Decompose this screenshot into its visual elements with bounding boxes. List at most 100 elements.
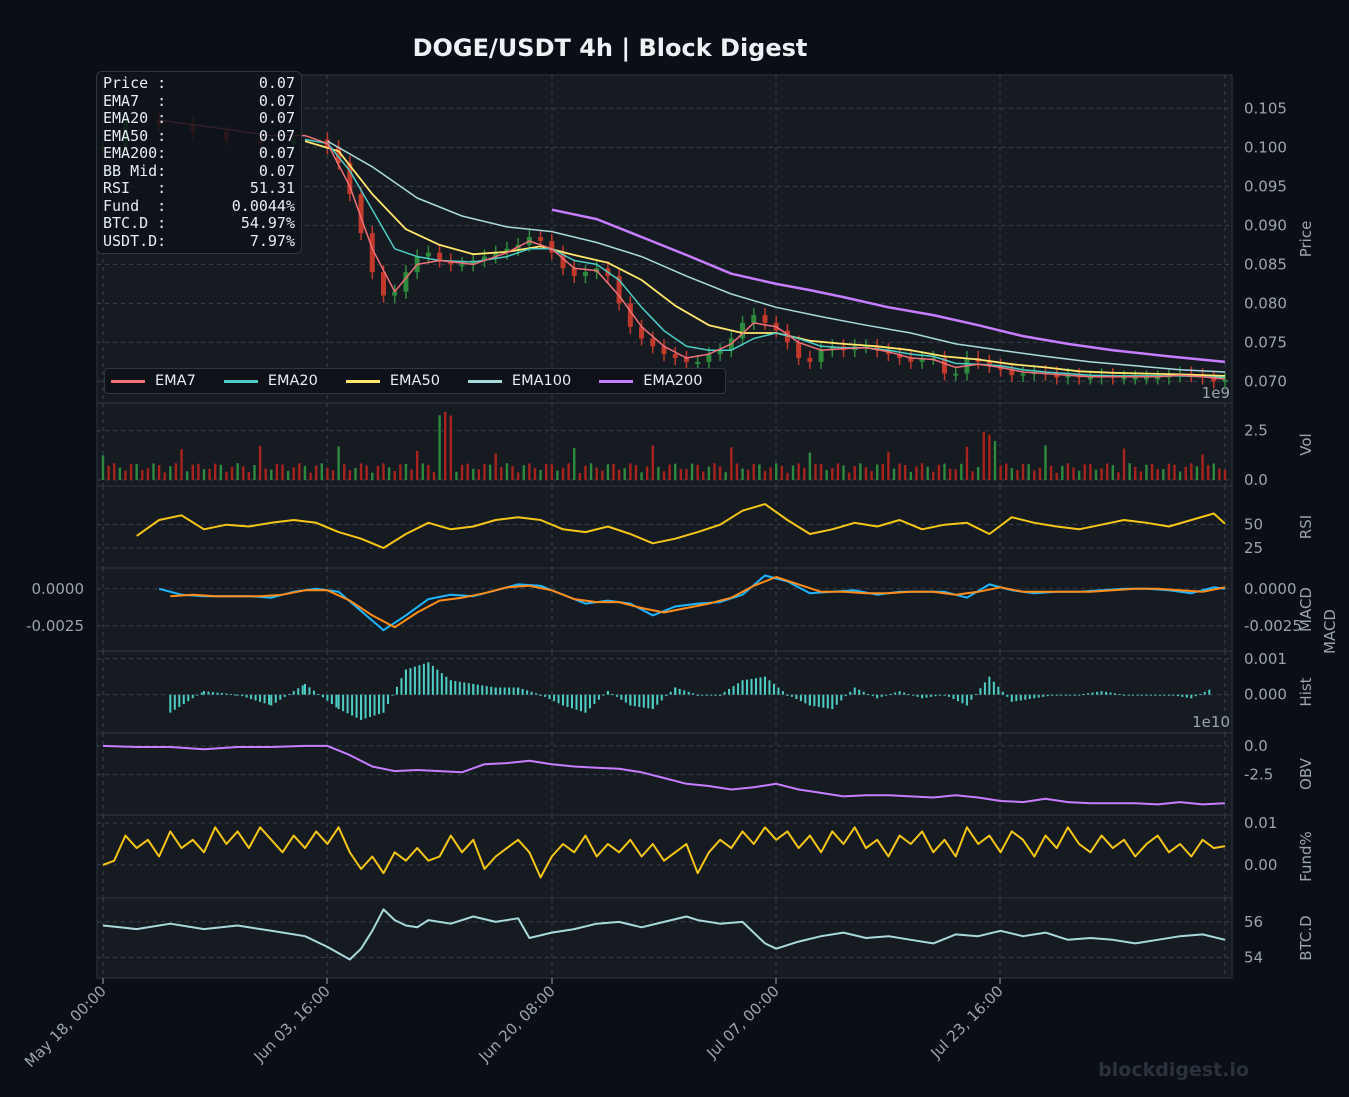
volume-bar xyxy=(141,469,144,480)
panel-macd xyxy=(96,567,1233,652)
series-ema20 xyxy=(304,138,1226,379)
volume-bar xyxy=(410,469,413,480)
volume-bar xyxy=(421,463,424,480)
hist-bar xyxy=(1100,691,1103,695)
volume-bar xyxy=(253,465,256,480)
hist-bar xyxy=(1190,694,1193,699)
hist-bar xyxy=(274,694,277,703)
volume-bar xyxy=(702,471,705,480)
volume-bar xyxy=(965,446,969,480)
hist-bar xyxy=(1015,694,1018,702)
hist-bar xyxy=(303,683,306,695)
volume-bar xyxy=(685,468,688,480)
volume-bar xyxy=(483,463,486,480)
volume-bar xyxy=(1167,463,1171,480)
hist-bar xyxy=(615,694,618,697)
panel-obv xyxy=(96,732,1233,816)
volume-bar xyxy=(915,466,918,480)
axis-label-rsi: RSI xyxy=(1297,515,1315,539)
volume-bar xyxy=(488,464,492,480)
volume-bar xyxy=(432,471,436,480)
volume-bar xyxy=(264,468,267,480)
volume-bar xyxy=(191,464,194,480)
volume-bar xyxy=(415,450,419,480)
hist-bar xyxy=(669,691,672,695)
candle-body xyxy=(796,342,802,358)
legend-item-ema200: EMA200 xyxy=(599,373,702,389)
candle-body xyxy=(549,240,555,253)
watermark-text: blockdigest.io xyxy=(1098,1059,1249,1081)
tick-label-rsi: 50 xyxy=(1244,516,1263,534)
hist-bar xyxy=(624,694,627,703)
volume-bar xyxy=(1111,465,1114,480)
axis-label-volume: Vol xyxy=(1297,433,1315,455)
volume-bar xyxy=(1049,465,1053,480)
candle-body xyxy=(336,147,342,163)
hist-bar xyxy=(907,693,910,695)
volume-bar xyxy=(864,467,868,480)
hist-bar xyxy=(250,694,253,699)
hist-bar xyxy=(1123,694,1126,696)
hist-bar xyxy=(413,666,416,695)
hist-bar xyxy=(808,694,811,706)
volume-bar xyxy=(960,463,963,480)
hist-bar xyxy=(400,678,403,695)
hist-bar xyxy=(759,677,762,695)
tick-label-funding: 0.01 xyxy=(1244,814,1277,832)
hist-bar xyxy=(593,694,596,705)
tick-label-hist: 0.000 xyxy=(1244,686,1287,704)
hist-bar xyxy=(813,694,816,707)
volume-bar xyxy=(1089,463,1092,480)
x-tick-label: Jun 03, 16:00 xyxy=(250,982,334,1066)
volume-bar xyxy=(427,464,430,480)
hist-bar xyxy=(741,680,744,695)
volume-bar xyxy=(1128,463,1131,480)
hist-bar xyxy=(342,694,345,712)
volume-bar xyxy=(281,464,284,480)
volume-bar xyxy=(629,463,632,480)
volume-bar xyxy=(982,431,985,480)
hist-bar xyxy=(521,688,524,695)
tick-label-macd-right: -0.0025 xyxy=(1244,617,1302,635)
hist-bar xyxy=(799,694,802,702)
volume-bar xyxy=(539,469,542,480)
volume-bar xyxy=(533,468,537,480)
volume-bar xyxy=(1117,472,1120,480)
hist-bar xyxy=(476,684,479,695)
tick-label-btcd: 56 xyxy=(1244,913,1263,931)
hist-bar xyxy=(674,687,677,695)
hist-bar xyxy=(678,688,681,695)
volume-bar xyxy=(713,463,716,480)
hist-bar xyxy=(714,694,717,696)
hist-bar xyxy=(472,683,475,695)
hist-bar xyxy=(1172,694,1175,696)
candle-body xyxy=(751,315,757,323)
hist-bar xyxy=(301,685,304,695)
hist-bar xyxy=(1064,694,1067,696)
hist-bar xyxy=(584,694,587,713)
hist-bar xyxy=(330,694,333,705)
info-row-ema50: EMA50 :0.07 xyxy=(103,126,295,145)
volume-bar xyxy=(674,463,677,480)
hist-bar xyxy=(723,691,726,695)
volume-bar xyxy=(399,464,402,480)
volume-bar xyxy=(303,465,307,480)
volume-bar xyxy=(157,465,161,480)
hist-bar xyxy=(728,688,731,695)
hist-bar xyxy=(490,686,493,695)
volume-bar xyxy=(270,469,273,480)
hist-bar xyxy=(431,665,434,695)
volume-bar xyxy=(976,467,980,480)
hist-bar xyxy=(202,691,205,695)
volume-bar xyxy=(595,467,598,480)
volume-bar xyxy=(1150,463,1154,480)
candle-body xyxy=(1211,377,1217,382)
hist-bar xyxy=(1087,693,1090,695)
volume-bar xyxy=(808,452,812,480)
hist-bar xyxy=(1109,692,1112,695)
volume-bar xyxy=(1083,464,1086,480)
candle-body xyxy=(493,252,499,257)
hist-bar xyxy=(1158,694,1161,696)
x-tick-label: Jun 20, 08:00 xyxy=(475,982,559,1066)
